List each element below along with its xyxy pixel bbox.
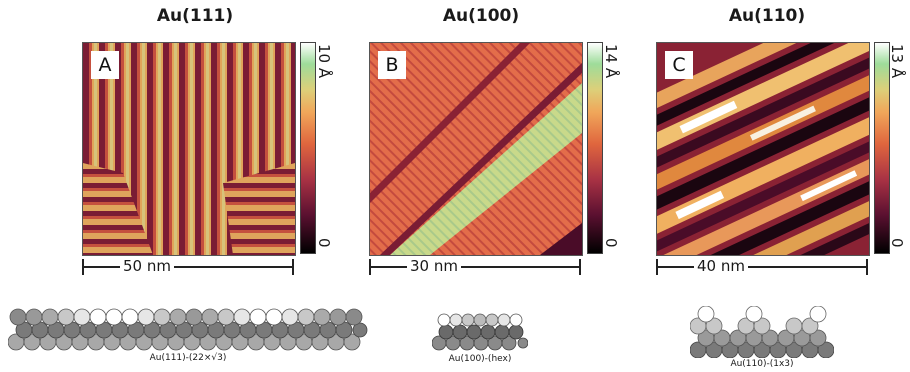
atom-model-au111 [8, 308, 368, 351]
colorbar-b-max: 14 Å [602, 44, 620, 79]
panel-b-title: Au(100) [442, 6, 520, 26]
colorbar-c-min: 0 [888, 238, 906, 248]
scale-bar-a: 50 nm [82, 257, 294, 276]
colorbar-a [300, 42, 316, 254]
stm-image-au111: A [82, 42, 296, 256]
model-caption-au110: Au(110)-(1x3) [730, 359, 794, 369]
colorbar-c-max: 13 Å [888, 44, 906, 79]
stm-image-au100: B [369, 42, 583, 256]
colorbar-a-min: 0 [315, 238, 333, 248]
model-caption-au100: Au(100)-(hex) [448, 354, 512, 364]
scale-bar-b-label: 30 nm [407, 257, 461, 275]
panel-letter-c: C [665, 51, 693, 79]
colorbar-c [874, 42, 890, 254]
panel-a-title: Au(111) [156, 6, 234, 26]
atom-model-au110 [690, 306, 834, 358]
panel-letter-a: A [91, 51, 119, 79]
scale-bar-c: 40 nm [656, 257, 868, 276]
scale-bar-b: 30 nm [369, 257, 581, 276]
stm-image-au110: C [656, 42, 870, 256]
atom-model-au100 [432, 313, 528, 351]
scale-bar-c-label: 40 nm [694, 257, 748, 275]
colorbar-b-min: 0 [602, 238, 620, 248]
panel-letter-b: B [378, 51, 406, 79]
panel-c-title: Au(110) [728, 6, 806, 26]
colorbar-b [587, 42, 603, 254]
model-caption-au111: Au(111)-(22×√3) [149, 353, 227, 363]
scale-bar-a-label: 50 nm [120, 257, 174, 275]
colorbar-a-max: 10 Å [315, 44, 333, 79]
